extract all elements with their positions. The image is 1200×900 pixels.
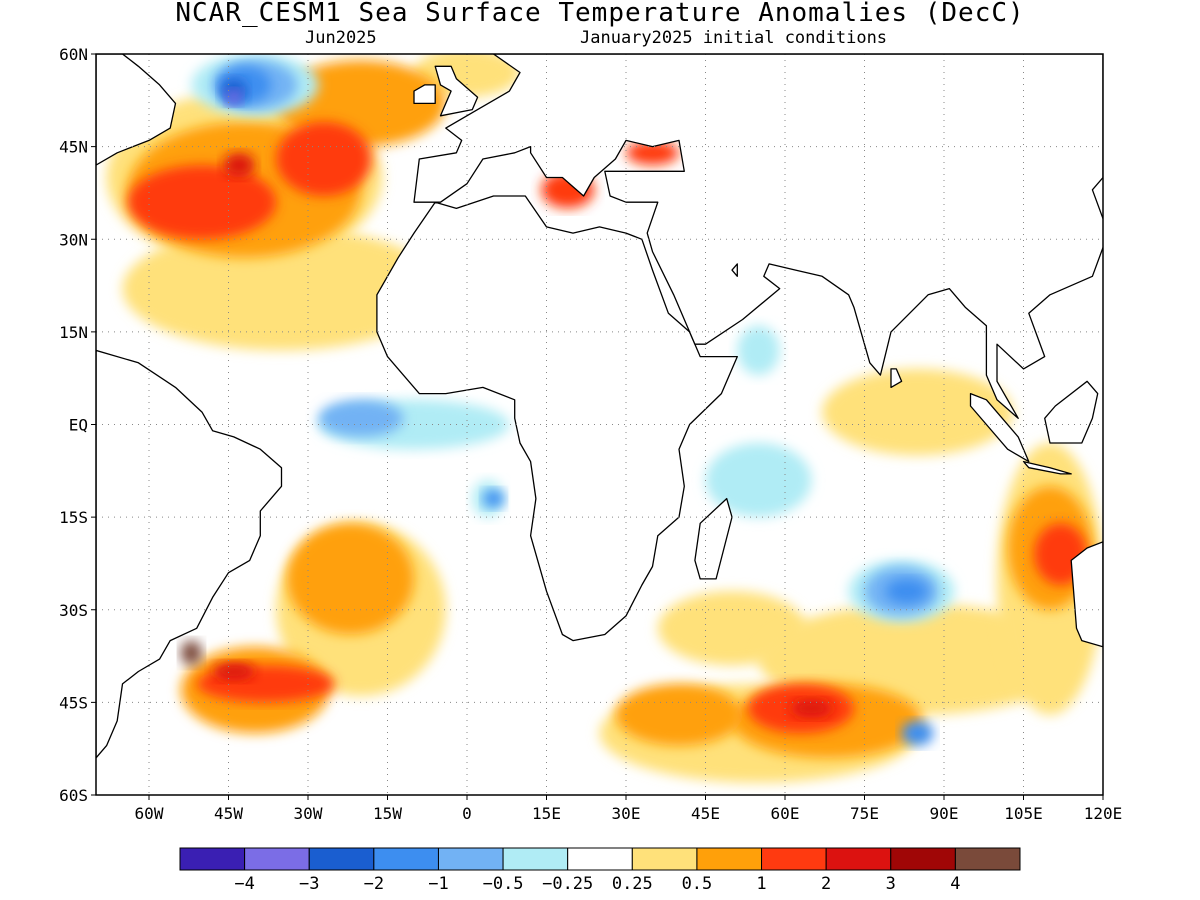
anomaly-region [885, 578, 929, 604]
anomaly-region [286, 523, 414, 635]
colorbar-label: −0.5 [483, 874, 524, 894]
colorbar-label: 1 [756, 874, 766, 894]
colorbar-swatch [825, 847, 892, 871]
anomaly-region [737, 325, 780, 376]
anomaly-region [122, 226, 441, 351]
lon-tick-label: 105E [1004, 804, 1043, 823]
lon-tick-label: 90E [930, 804, 959, 823]
lon-tick-label: 60E [771, 804, 800, 823]
anomaly-field [106, 54, 1103, 783]
lat-tick-label: 60N [59, 45, 88, 64]
landmass-iceland [340, 17, 398, 29]
anomaly-region [276, 121, 372, 197]
map-title: NCAR_CESM1 Sea Surface Temperature Anoma… [175, 0, 1025, 28]
colorbar-swatch [631, 847, 698, 871]
lon-tick-label: 45E [691, 804, 720, 823]
landmass-europe-asia [413, 54, 1103, 419]
colorbar-swatch [567, 847, 633, 871]
colorbar-swatch [954, 847, 1021, 871]
lat-tick-label: 15N [59, 323, 88, 342]
anomaly-region [127, 165, 277, 240]
forecast-month-label: Jun2025 [305, 28, 377, 48]
landmass-north-america [96, 54, 177, 166]
colorbar-swatch [890, 847, 956, 871]
colorbar-swatch [696, 847, 763, 871]
colorbar-swatch [761, 847, 827, 871]
anomaly-region [626, 140, 679, 166]
anomaly-region [225, 89, 242, 105]
lon-tick-label: 75E [850, 804, 879, 823]
colorbar-label: −4 [234, 874, 254, 894]
lat-tick-label: 30N [59, 230, 88, 249]
anomaly-region [180, 640, 202, 666]
colorbar-label: −0.25 [542, 874, 593, 894]
lat-tick-label: 60S [59, 786, 88, 805]
anomaly-region [414, 54, 520, 98]
landmass-borneo [1044, 380, 1099, 444]
landmass-south-america [96, 349, 283, 759]
landmass-ireland [413, 84, 436, 105]
anomaly-region [615, 683, 743, 746]
colorbar-label: 0.25 [612, 874, 653, 894]
landmass-sri-lanka [890, 368, 903, 389]
coastlines [96, 17, 1103, 759]
anomaly-region [223, 152, 256, 178]
lon-tick-label: 45W [214, 804, 243, 823]
colorbar-label: −2 [364, 874, 384, 894]
lat-tick-label: 30S [59, 601, 88, 620]
latitude-axis: 60N 45N 30N 15N EQ 15S 30S 45S 60S [59, 45, 96, 805]
landmass-sumatra [969, 392, 1030, 463]
colorbar-label: 3 [886, 874, 896, 894]
lat-tick-label: 45S [59, 693, 88, 712]
colorbar-label: −3 [299, 874, 319, 894]
colorbar: −4 −3 −2 −1 −0.5 −0.25 0.25 0.5 1 2 3 4 [179, 847, 1021, 894]
anomaly-region [901, 720, 934, 746]
lon-tick-label: 120E [1084, 804, 1123, 823]
lat-tick-label: 15S [59, 508, 88, 527]
longitude-axis: 60W 45W 30W 15W 0 15E 30E 45E 60E 75E 90E 105E 120E [135, 795, 1123, 823]
colorbar-swatch [437, 847, 504, 871]
landmass-madagascar [694, 497, 733, 580]
lon-tick-label: 0 [462, 804, 472, 823]
lon-tick-label: 30E [612, 804, 641, 823]
colorbar-swatch [179, 847, 246, 871]
colorbar-swatch [502, 847, 569, 871]
colorbar-label: 4 [950, 874, 960, 894]
anomaly-region [790, 699, 833, 718]
lat-tick-label: EQ [69, 416, 88, 435]
lat-tick-label: 45N [59, 138, 88, 157]
colorbar-label: −1 [428, 874, 448, 894]
lon-tick-label: 60W [135, 804, 164, 823]
anomaly-region [318, 399, 404, 437]
colorbar-label: 0.5 [682, 874, 713, 894]
colorbar-swatch [244, 847, 310, 871]
initial-conditions-label: January2025 initial conditions [580, 28, 888, 48]
colorbar-swatch [308, 847, 375, 871]
colorbar-label: 2 [821, 874, 831, 894]
lon-tick-label: 30W [294, 804, 323, 823]
colorbar-swatch [373, 847, 439, 871]
anomaly-region [822, 368, 1013, 456]
landmass-britain [434, 65, 479, 117]
anomaly-region [482, 489, 505, 508]
landmass-australia [1070, 541, 1103, 648]
landmass-java [1022, 460, 1072, 475]
landmass-arabia-qatar [731, 263, 738, 277]
anomaly-region [212, 662, 255, 681]
lon-tick-label: 15W [373, 804, 402, 823]
lon-tick-label: 15E [532, 804, 561, 823]
